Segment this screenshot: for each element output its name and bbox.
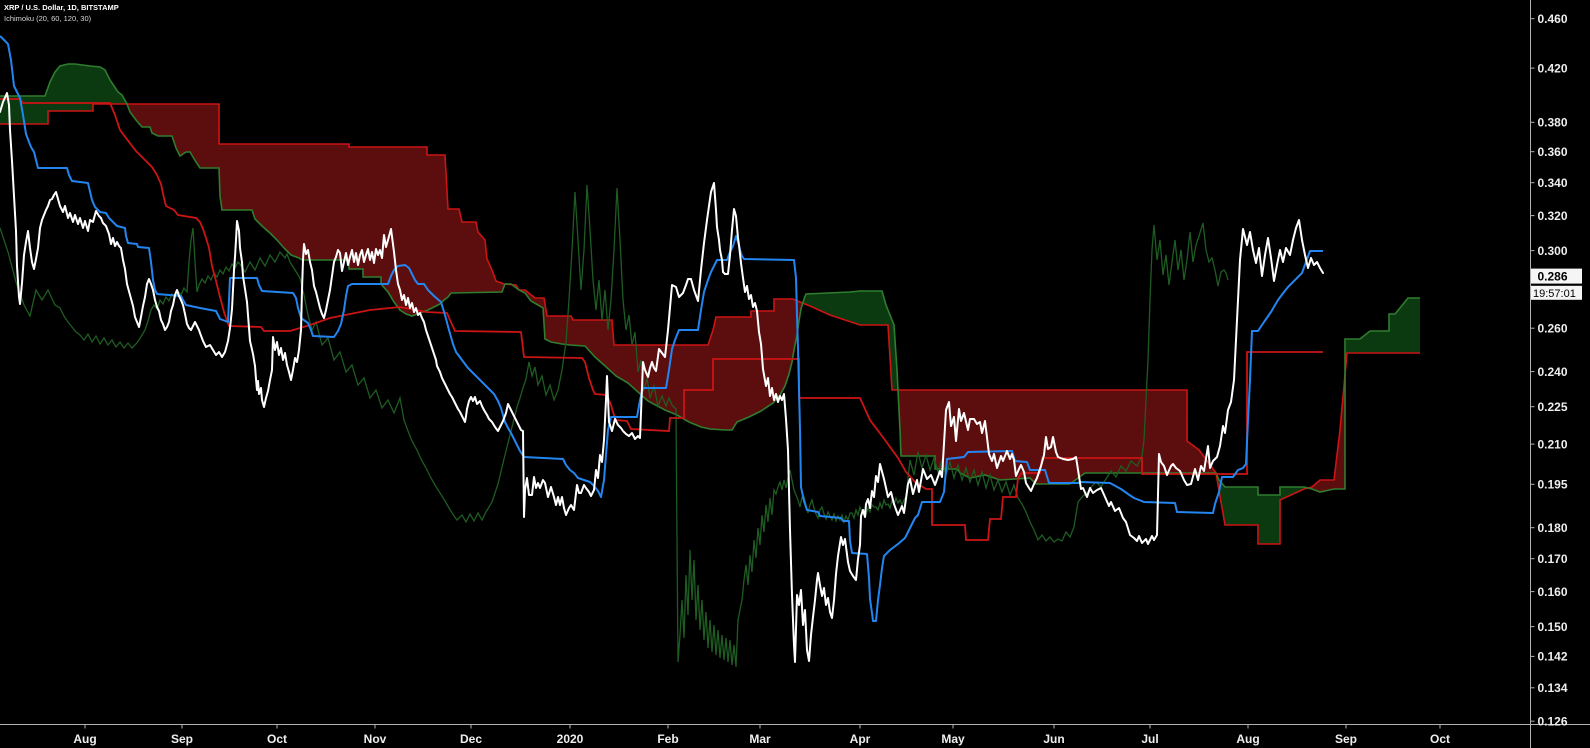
svg-text:Dec: Dec	[460, 732, 482, 746]
svg-text:0.225: 0.225	[1538, 400, 1568, 414]
svg-text:2020: 2020	[557, 732, 584, 746]
svg-text:Feb: Feb	[657, 732, 678, 746]
svg-text:Oct: Oct	[1430, 732, 1450, 746]
svg-text:Sep: Sep	[171, 732, 193, 746]
svg-text:Jul: Jul	[1141, 732, 1158, 746]
svg-text:0.260: 0.260	[1538, 321, 1568, 335]
svg-text:0.380: 0.380	[1538, 116, 1568, 130]
svg-text:19:57:01: 19:57:01	[1533, 288, 1576, 300]
svg-text:0.286: 0.286	[1538, 269, 1568, 283]
svg-text:0.210: 0.210	[1538, 437, 1568, 451]
svg-text:Aug: Aug	[1236, 732, 1259, 746]
svg-text:XRP / U.S. Dollar, 1D, BITSTAM: XRP / U.S. Dollar, 1D, BITSTAMP	[4, 3, 119, 12]
svg-text:0.150: 0.150	[1538, 620, 1568, 634]
svg-text:0.142: 0.142	[1538, 650, 1568, 664]
svg-text:0.160: 0.160	[1538, 585, 1568, 599]
svg-text:Sep: Sep	[1335, 732, 1357, 746]
svg-text:0.320: 0.320	[1538, 209, 1568, 223]
svg-text:0.420: 0.420	[1538, 61, 1568, 75]
svg-text:0.240: 0.240	[1538, 365, 1568, 379]
svg-text:Apr: Apr	[850, 732, 871, 746]
svg-text:Nov: Nov	[364, 732, 387, 746]
svg-text:0.180: 0.180	[1538, 521, 1568, 535]
svg-text:Mar: Mar	[749, 732, 771, 746]
svg-text:0.300: 0.300	[1538, 244, 1568, 258]
svg-text:Oct: Oct	[267, 732, 287, 746]
svg-text:Ichimoku (20, 60, 120, 30): Ichimoku (20, 60, 120, 30)	[4, 14, 92, 23]
svg-text:0.195: 0.195	[1538, 478, 1568, 492]
svg-text:0.170: 0.170	[1538, 552, 1568, 566]
svg-text:0.360: 0.360	[1538, 145, 1568, 159]
svg-text:0.460: 0.460	[1538, 12, 1568, 26]
svg-text:May: May	[941, 732, 965, 746]
svg-text:0.126: 0.126	[1538, 714, 1568, 728]
svg-text:0.134: 0.134	[1538, 681, 1568, 695]
svg-text:Aug: Aug	[73, 732, 96, 746]
svg-text:0.340: 0.340	[1538, 176, 1568, 190]
svg-text:Jun: Jun	[1043, 732, 1064, 746]
